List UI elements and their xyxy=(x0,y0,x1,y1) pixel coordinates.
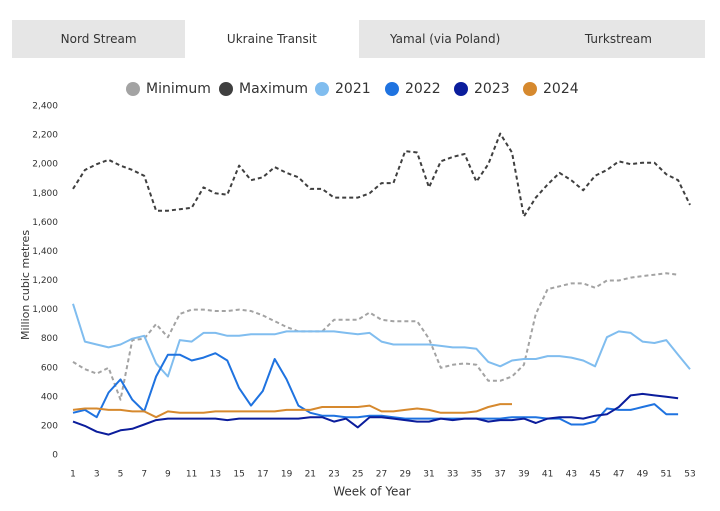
tab[interactable]: Yamal (via Poland) xyxy=(390,32,501,46)
y-tick-label: 2,400 xyxy=(32,102,58,112)
x-tick-label: 47 xyxy=(613,470,624,480)
legend-label: 2021 xyxy=(335,81,371,97)
x-tick-label: 49 xyxy=(637,470,649,480)
y-tick-label: 800 xyxy=(41,334,58,344)
x-tick-label: 15 xyxy=(233,470,244,480)
y-axis-title: Million cubic metres xyxy=(19,230,32,340)
legend-label: 2024 xyxy=(543,81,579,97)
legend-label: 2022 xyxy=(405,81,441,97)
x-tick-label: 1 xyxy=(70,470,76,480)
y-tick-label: 1,600 xyxy=(32,218,58,228)
series-line xyxy=(72,352,679,426)
x-tick-label: 5 xyxy=(118,470,124,480)
tab[interactable]: Nord Stream xyxy=(60,32,137,46)
legend-label: Minimum xyxy=(146,81,211,97)
x-tick-label: 41 xyxy=(542,470,553,480)
series-line xyxy=(72,272,679,401)
tab[interactable]: Ukraine Transit xyxy=(185,20,359,58)
series-line xyxy=(72,392,679,436)
x-tick-label: 43 xyxy=(566,470,577,480)
x-tick-label: 17 xyxy=(257,470,268,480)
legend-marker xyxy=(219,82,233,96)
x-tick-label: 29 xyxy=(400,470,412,480)
x-tick-label: 21 xyxy=(305,470,316,480)
x-tick-label: 37 xyxy=(494,470,505,480)
x-tick-label: 23 xyxy=(328,470,339,480)
x-tick-label: 7 xyxy=(141,470,147,480)
y-tick-label: 1,000 xyxy=(32,305,58,315)
x-tick-label: 13 xyxy=(210,470,221,480)
x-tick-label: 33 xyxy=(447,470,458,480)
legend-marker xyxy=(523,82,537,96)
legend-marker xyxy=(385,82,399,96)
x-tick-label: 19 xyxy=(281,470,293,480)
y-tick-label: 1,200 xyxy=(32,276,58,286)
y-tick-label: 2,200 xyxy=(32,131,58,141)
x-tick-label: 39 xyxy=(518,470,530,480)
tab[interactable]: Turkstream xyxy=(584,32,652,46)
x-tick-label: 3 xyxy=(94,470,100,480)
x-tick-label: 25 xyxy=(352,470,363,480)
legend-label: 2023 xyxy=(474,81,510,97)
series-line xyxy=(72,303,691,378)
legend-marker xyxy=(315,82,329,96)
y-tick-label: 1,800 xyxy=(32,189,58,199)
y-tick-label: 600 xyxy=(41,363,58,373)
y-tick-label: 0 xyxy=(52,451,58,461)
x-axis-title: Week of Year xyxy=(333,485,411,499)
y-tick-label: 2,000 xyxy=(32,160,58,170)
series-line xyxy=(72,132,691,218)
y-tick-label: 400 xyxy=(41,392,58,402)
series-line xyxy=(72,403,512,419)
x-tick-label: 27 xyxy=(376,470,387,480)
legend-marker xyxy=(126,82,140,96)
x-tick-label: 11 xyxy=(186,470,197,480)
x-tick-label: 53 xyxy=(684,470,695,480)
x-tick-label: 35 xyxy=(471,470,482,480)
tab-bar: Nord Stream Ukraine Transit Yamal (via Pol… xyxy=(12,20,705,58)
x-tick-label: 9 xyxy=(165,470,171,480)
y-tick-label: 1,400 xyxy=(32,247,58,257)
x-tick-label: 31 xyxy=(423,470,434,480)
y-tick-label: 200 xyxy=(41,421,58,431)
legend-label: Maximum xyxy=(239,81,308,97)
x-tick-label: 45 xyxy=(589,470,600,480)
x-tick-label: 51 xyxy=(661,470,672,480)
legend-marker xyxy=(454,82,468,96)
